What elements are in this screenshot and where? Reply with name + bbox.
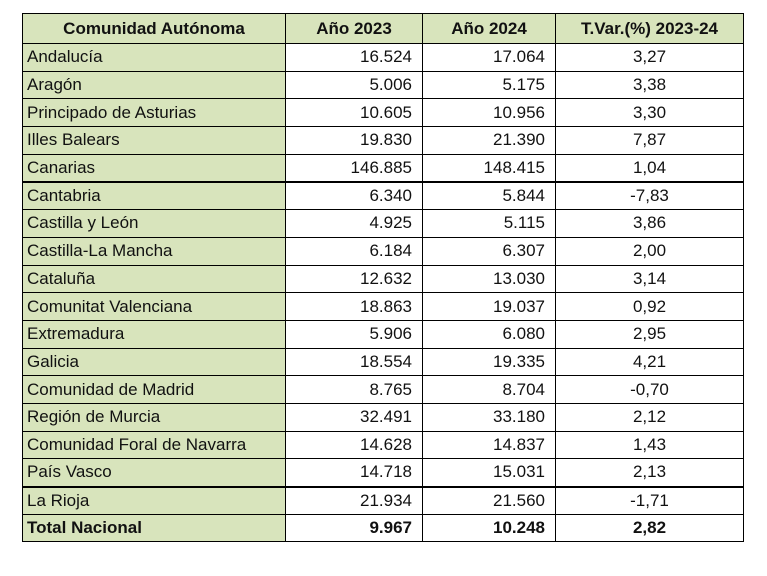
value-2023-cell: 5.006 (285, 70, 423, 100)
table-row: La Rioja 21.934 21.560 -1,71 (22, 485, 744, 515)
value-2024-cell: 19.037 (422, 292, 556, 321)
value-2024-cell: 33.180 (422, 402, 556, 432)
region-cell: Comunidad Foral de Navarra (22, 430, 286, 460)
variation-cell: 7,87 (555, 126, 744, 155)
value-2023-cell: 18.863 (285, 292, 423, 321)
value-2024-cell: 19.335 (422, 347, 556, 377)
value-2023-cell: 21.934 (285, 485, 423, 515)
region-cell: Región de Murcia (22, 402, 286, 432)
table-row: Andalucía 16.524 17.064 3,27 (22, 43, 744, 72)
value-2023-cell: 4.925 (285, 209, 423, 238)
table-row: Castilla-La Mancha 6.184 6.307 2,00 (22, 236, 744, 266)
value-2024-cell: 6.080 (422, 319, 556, 349)
variation-cell: 4,21 (555, 347, 744, 377)
region-cell: Illes Balears (22, 126, 286, 155)
variation-cell: 3,38 (555, 70, 744, 100)
region-cell: Comunitat Valenciana (22, 292, 286, 321)
region-cell: Castilla y León (22, 209, 286, 238)
value-2023-cell: 146.885 (285, 153, 423, 183)
variation-cell: 3,27 (555, 43, 744, 72)
value-2023-cell: 9.967 (285, 513, 423, 543)
value-2023-cell: 16.524 (285, 43, 423, 72)
variation-cell: -0,70 (555, 375, 744, 404)
table-row: Aragón 5.006 5.175 3,38 (22, 70, 744, 100)
table-row: Illes Balears 19.830 21.390 7,87 (22, 126, 744, 155)
value-2024-cell: 15.031 (422, 458, 556, 487)
variation-cell: 2,95 (555, 319, 744, 349)
value-2024-cell: 21.560 (422, 485, 556, 515)
table-row: Cataluña 12.632 13.030 3,14 (22, 264, 744, 294)
table-row: Castilla y León 4.925 5.115 3,86 (22, 209, 744, 238)
value-2024-cell: 13.030 (422, 264, 556, 294)
variation-cell: 3,86 (555, 209, 744, 238)
region-cell: Canarias (22, 153, 286, 183)
value-2024-cell: 10.956 (422, 98, 556, 128)
value-2024-cell: 5.844 (422, 180, 556, 211)
variation-cell: 2,00 (555, 236, 744, 266)
total-row: Total Nacional 9.967 10.248 2,82 (22, 513, 744, 543)
value-2023-cell: 14.718 (285, 458, 423, 487)
variation-cell: 2,12 (555, 402, 744, 432)
variation-cell: 1,04 (555, 153, 744, 183)
value-2024-cell: 10.248 (422, 513, 556, 543)
table-row: Extremadura 5.906 6.080 2,95 (22, 319, 744, 349)
value-2023-cell: 32.491 (285, 402, 423, 432)
value-2023-cell: 8.765 (285, 375, 423, 404)
header-2023: Año 2023 (285, 13, 423, 44)
variation-cell: 0,92 (555, 292, 744, 321)
value-2023-cell: 10.605 (285, 98, 423, 128)
value-2024-cell: 17.064 (422, 43, 556, 72)
header-variation: T.Var.(%) 2023-24 (555, 13, 744, 44)
table-row: Comunitat Valenciana 18.863 19.037 0,92 (22, 292, 744, 321)
value-2024-cell: 8.704 (422, 375, 556, 404)
table-row: Principado de Asturias 10.605 10.956 3,30 (22, 98, 744, 128)
variation-cell: -7,83 (555, 180, 744, 211)
value-2024-cell: 6.307 (422, 236, 556, 266)
table-row: Canarias 146.885 148.415 1,04 (22, 153, 744, 183)
header-2024: Año 2024 (422, 13, 556, 44)
region-cell: Total Nacional (22, 513, 286, 543)
value-2024-cell: 5.175 (422, 70, 556, 100)
region-cell: La Rioja (22, 485, 286, 515)
variation-cell: -1,71 (555, 485, 744, 515)
data-table: Comunidad Autónoma Año 2023 Año 2024 T.V… (22, 13, 744, 543)
header-region: Comunidad Autónoma (22, 13, 286, 44)
table-row: Comunidad de Madrid 8.765 8.704 -0,70 (22, 375, 744, 404)
variation-cell: 3,30 (555, 98, 744, 128)
region-cell: Cataluña (22, 264, 286, 294)
region-cell: Castilla-La Mancha (22, 236, 286, 266)
value-2023-cell: 5.906 (285, 319, 423, 349)
region-cell: Principado de Asturias (22, 98, 286, 128)
table-row: Región de Murcia 32.491 33.180 2,12 (22, 402, 744, 432)
variation-cell: 3,14 (555, 264, 744, 294)
value-2024-cell: 14.837 (422, 430, 556, 460)
table-row: País Vasco 14.718 15.031 2,13 (22, 458, 744, 487)
region-cell: Extremadura (22, 319, 286, 349)
header-row: Comunidad Autónoma Año 2023 Año 2024 T.V… (22, 13, 744, 44)
table-row: Cantabria 6.340 5.844 -7,83 (22, 180, 744, 211)
region-cell: Andalucía (22, 43, 286, 72)
value-2024-cell: 21.390 (422, 126, 556, 155)
table-row: Galicia 18.554 19.335 4,21 (22, 347, 744, 377)
variation-cell: 2,13 (555, 458, 744, 487)
region-cell: Comunidad de Madrid (22, 375, 286, 404)
value-2024-cell: 148.415 (422, 153, 556, 183)
variation-cell: 2,82 (555, 513, 744, 543)
value-2023-cell: 6.340 (285, 180, 423, 211)
variation-cell: 1,43 (555, 430, 744, 460)
value-2023-cell: 19.830 (285, 126, 423, 155)
region-cell: Galicia (22, 347, 286, 377)
table-row: Comunidad Foral de Navarra 14.628 14.837 1,… (22, 430, 744, 460)
region-cell: Cantabria (22, 180, 286, 211)
region-cell: Aragón (22, 70, 286, 100)
region-cell: País Vasco (22, 458, 286, 487)
value-2023-cell: 12.632 (285, 264, 423, 294)
value-2023-cell: 6.184 (285, 236, 423, 266)
value-2023-cell: 14.628 (285, 430, 423, 460)
value-2023-cell: 18.554 (285, 347, 423, 377)
value-2024-cell: 5.115 (422, 209, 556, 238)
